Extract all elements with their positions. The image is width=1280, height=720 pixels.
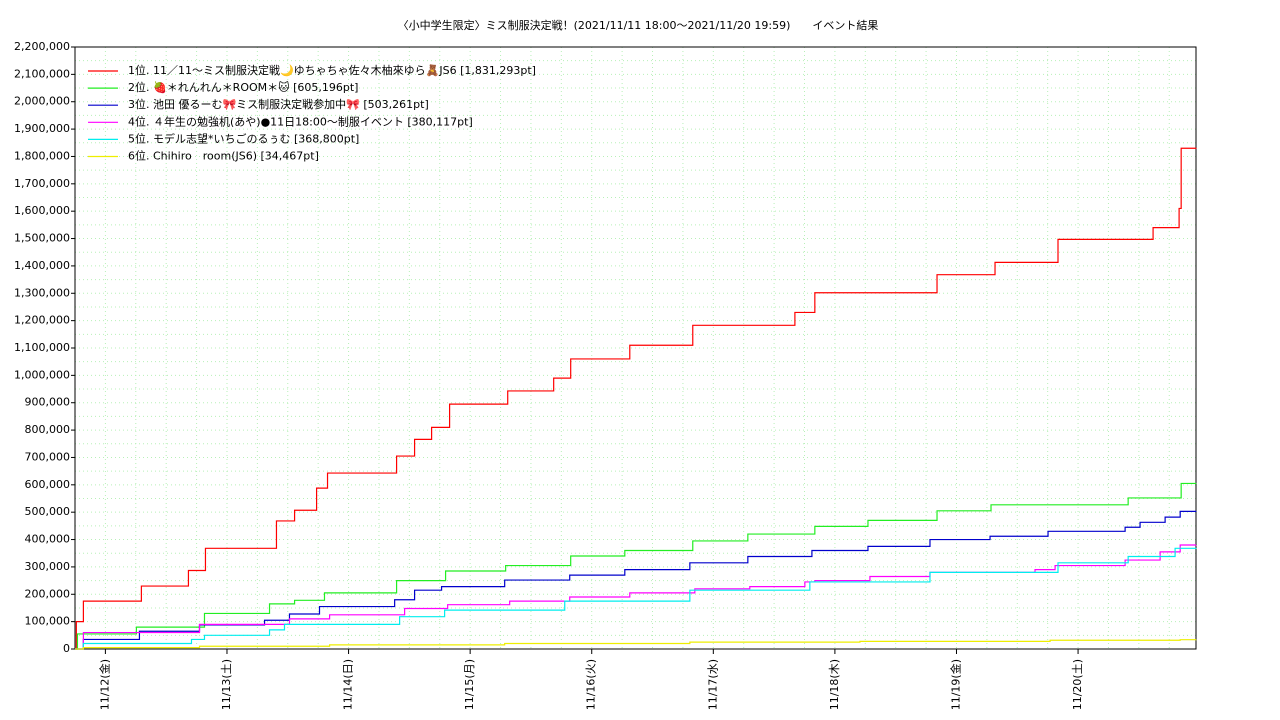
y-tick-label: 1,500,000 <box>14 232 70 245</box>
y-tick-label: 1,400,000 <box>14 259 70 272</box>
x-tick-label: 11/13(土) <box>220 659 233 710</box>
legend-label: 6位. Chihiro room(JS6) [34,467pt] <box>128 149 319 163</box>
legend-label: 4位. ４年生の勉強机(あや)●11日18:00〜制服イベント [380,117… <box>128 114 473 128</box>
series-line <box>75 639 1197 650</box>
plot-frame <box>74 46 1197 650</box>
y-tick-label: 1,600,000 <box>14 204 70 217</box>
y-tick-label: 100,000 <box>25 615 71 628</box>
y-tick-label: 800,000 <box>25 423 71 436</box>
x-tick-label: 11/14(日) <box>342 659 355 710</box>
y-tick-label: 900,000 <box>25 396 71 409</box>
series-line <box>75 547 1197 650</box>
y-tick-label: 2,200,000 <box>14 40 70 53</box>
y-tick-label: 600,000 <box>25 478 71 491</box>
series-line <box>75 482 1197 650</box>
y-tick-label: 500,000 <box>25 505 71 518</box>
y-tick-label: 400,000 <box>25 533 71 546</box>
y-tick-label: 1,100,000 <box>14 341 70 354</box>
x-tick-label: 11/12(金) <box>97 659 111 710</box>
chart-title: 〈小中学生限定〉ミス制服決定戦！(2021/11/11 18:00～2021/1… <box>398 18 879 32</box>
x-tick-label: 11/17(水) <box>706 659 719 710</box>
legend-label: 1位. 11／11〜ミス制服決定戦🌙ゆちゃちゃ佐々木柚來ゆら🧸JS6 [1,83… <box>128 63 536 77</box>
y-tick-label: 1,900,000 <box>14 122 70 135</box>
y-tick-label: 1,300,000 <box>14 286 70 299</box>
y-tick-label: 700,000 <box>25 450 71 463</box>
x-tick-label: 11/19(金) <box>948 659 962 710</box>
y-tick-label: 1,000,000 <box>14 368 70 381</box>
y-tick-label: 0 <box>63 642 70 655</box>
x-tick-label: 11/16(火) <box>585 659 598 710</box>
y-tick-label: 200,000 <box>25 587 71 600</box>
y-tick-label: 2,100,000 <box>14 67 70 80</box>
x-tick-label: 11/18(木) <box>828 659 841 710</box>
y-tick-label: 300,000 <box>25 560 71 573</box>
legend-label: 5位. モデル志望*いちごのるぅむ [368,800pt] <box>128 131 359 145</box>
legend-label: 2位. 🍓＊れんれん＊ROOM＊🐱 [605,196pt] <box>128 80 358 94</box>
y-tick-label: 1,700,000 <box>14 177 70 190</box>
series-line <box>75 510 1197 650</box>
series-line <box>75 147 1197 650</box>
y-tick-label: 2,000,000 <box>14 95 70 108</box>
y-tick-label: 1,200,000 <box>14 314 70 327</box>
series-line <box>75 544 1197 650</box>
legend-label: 3位. 池田 優るーむ🎀ミス制服決定戦参加中🎀 [503,261pt] <box>128 97 429 111</box>
x-tick-label: 11/15(月) <box>463 659 476 710</box>
y-tick-label: 1,800,000 <box>14 149 70 162</box>
x-tick-label: 11/20(土) <box>1071 659 1084 710</box>
